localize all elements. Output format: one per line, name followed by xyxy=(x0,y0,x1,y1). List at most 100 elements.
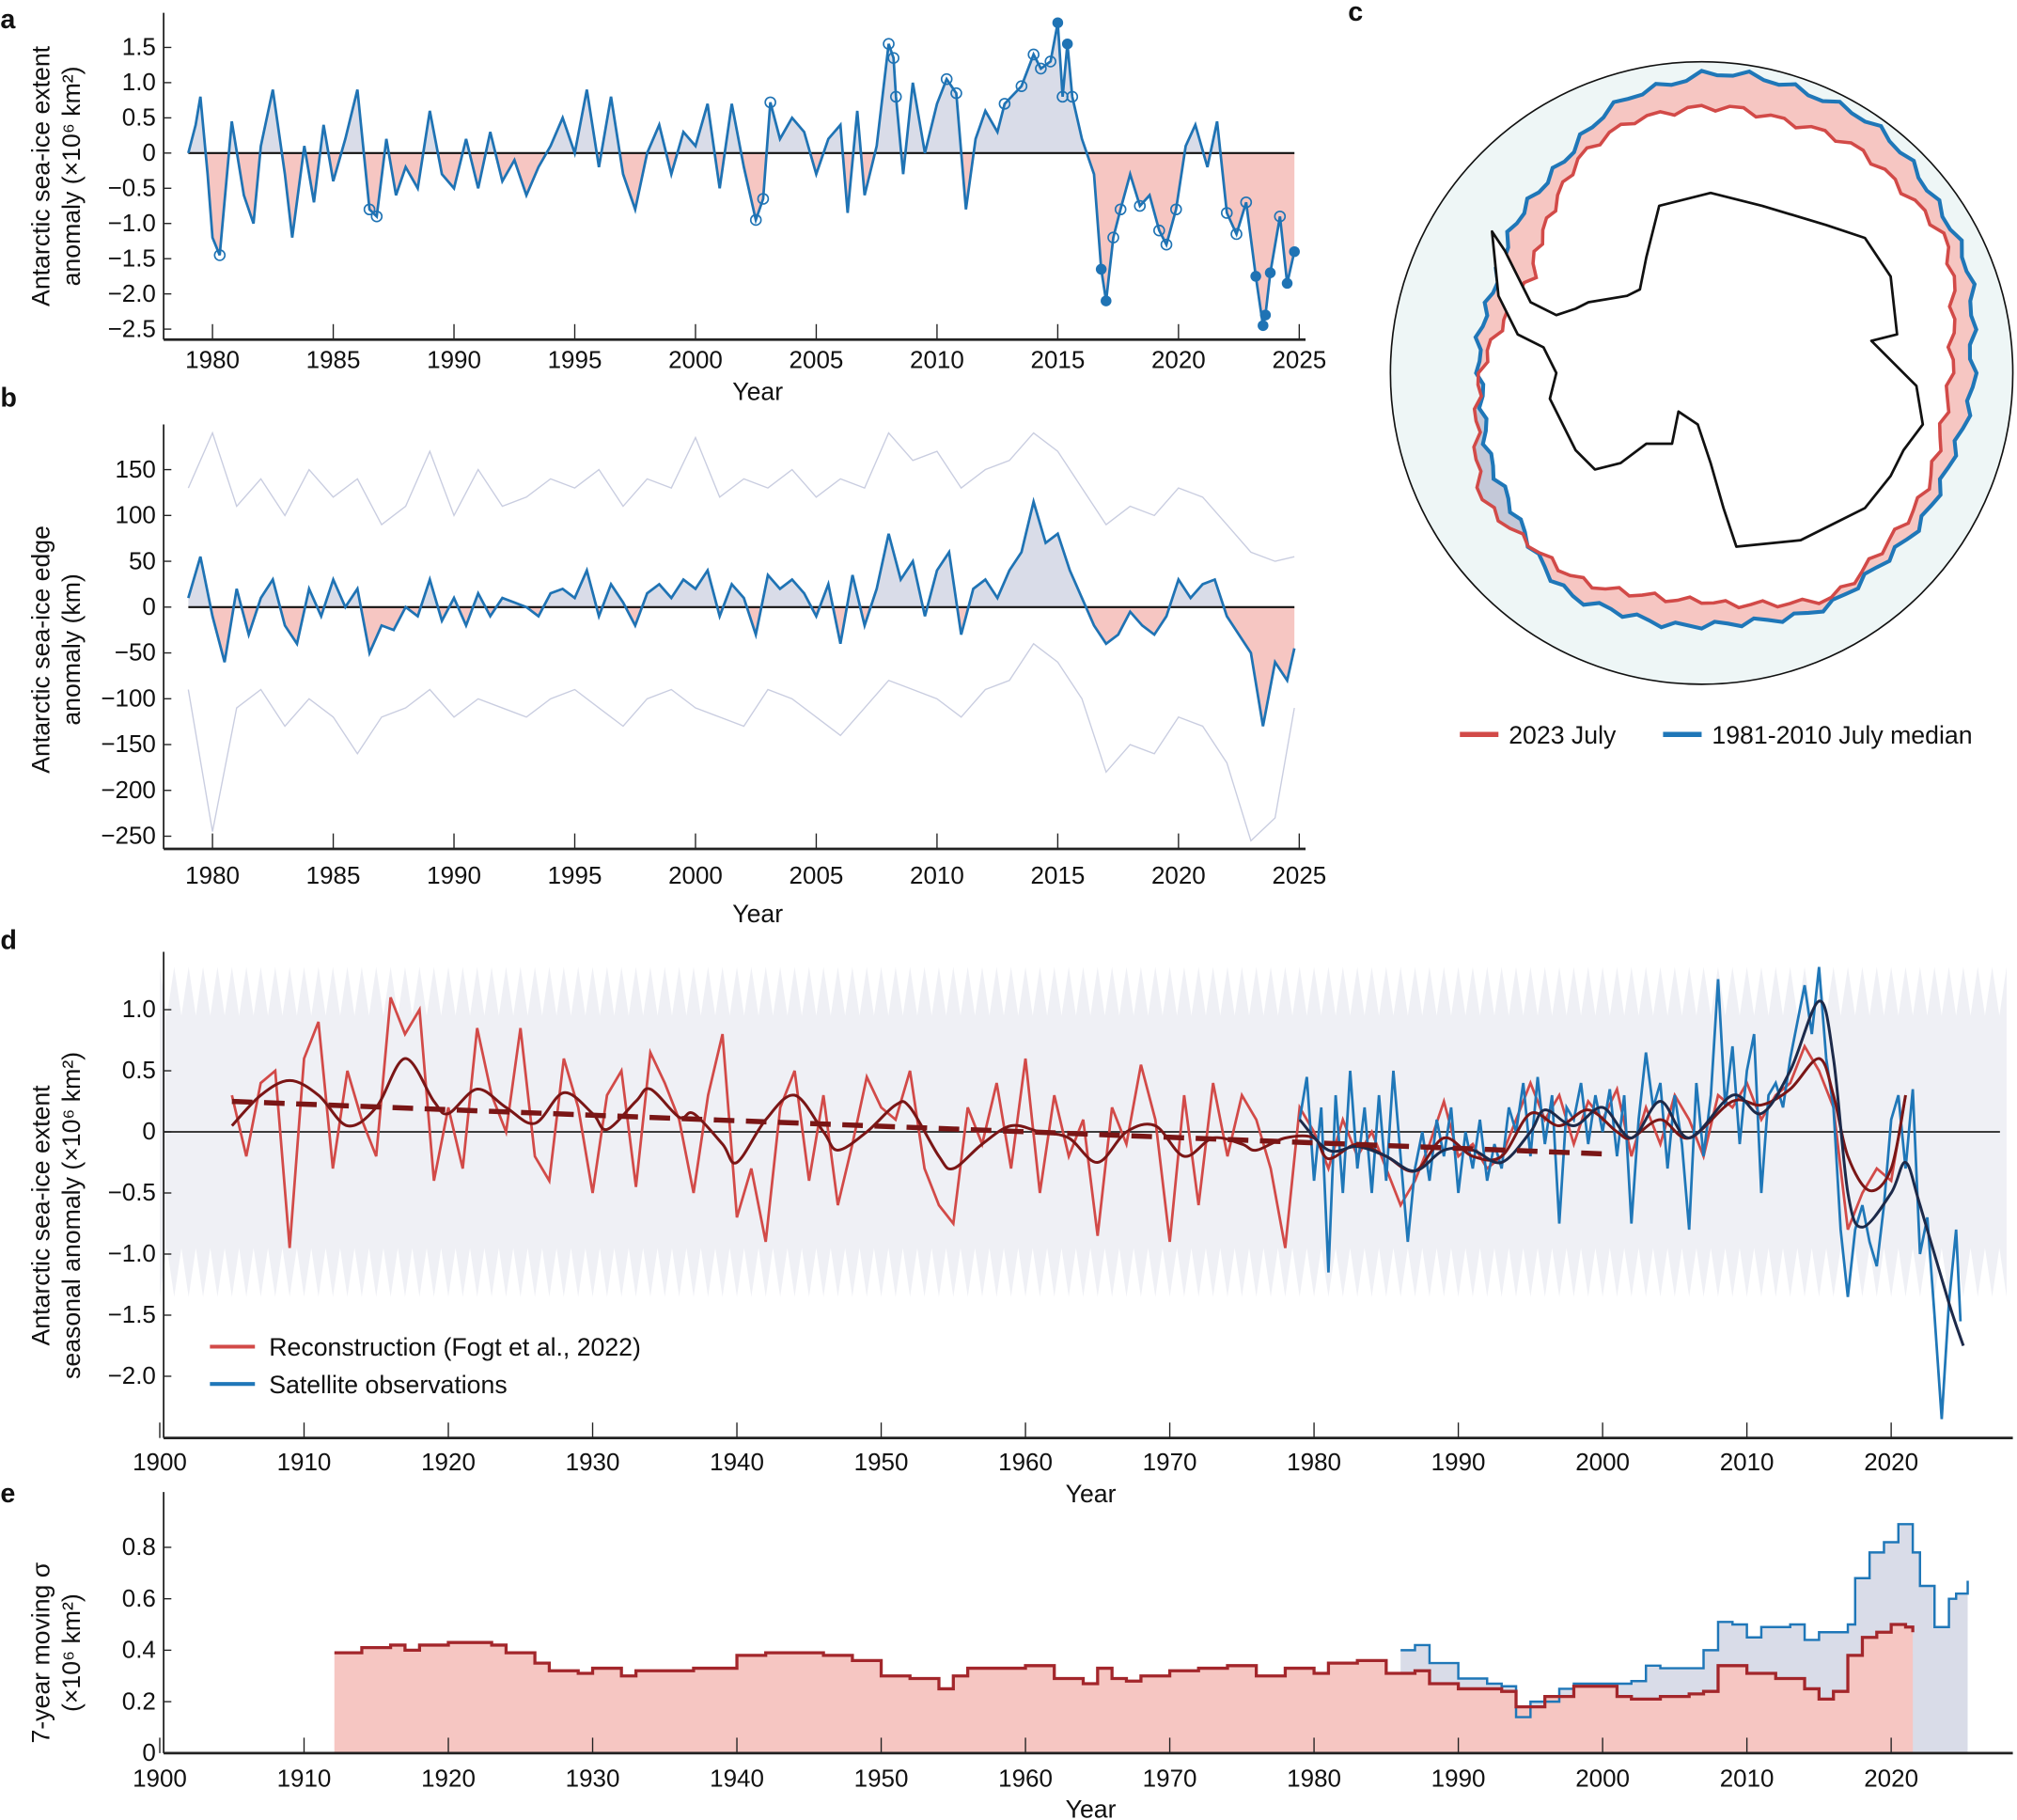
satellite-line xyxy=(1298,966,1962,1420)
x-tick-label: 1910 xyxy=(277,1764,332,1792)
x-tick-label: 1940 xyxy=(710,1448,764,1476)
record-marker-filled xyxy=(1061,38,1073,50)
record-marker-filled xyxy=(1259,309,1272,321)
record-marker-open xyxy=(1134,199,1147,212)
record-marker-open xyxy=(887,52,899,64)
record-marker-open xyxy=(1044,55,1056,68)
y-tick-label: −50 xyxy=(115,638,156,667)
negative-anomaly-fill xyxy=(205,152,1295,326)
y-axis-title: Antarctic sea-ice edge xyxy=(26,526,55,774)
y-tick-label: 0 xyxy=(142,138,155,166)
y-axis-title: (×10⁶ km²) xyxy=(57,1593,86,1712)
antarctica-coastline xyxy=(1491,191,1925,548)
panel-a-axes xyxy=(163,12,1306,341)
record-marker-open xyxy=(1114,203,1127,216)
record-marker-filled xyxy=(1095,263,1107,275)
panel-letter-d: d xyxy=(0,926,17,956)
positive-anomaly-fill xyxy=(188,501,1225,607)
x-tick-label: 1920 xyxy=(421,1448,476,1476)
y-tick-label: −250 xyxy=(101,822,156,850)
satellite-smoothed-line xyxy=(1298,999,1965,1346)
x-tick-label: 2005 xyxy=(790,861,844,889)
y-tick-label: 0 xyxy=(142,592,155,620)
record-marker-open xyxy=(940,72,953,86)
record-marker-open xyxy=(1160,238,1173,251)
x-tick-label: 2010 xyxy=(910,861,964,889)
x-tick-label: 2010 xyxy=(910,345,964,373)
y-tick-label: 0 xyxy=(142,1738,155,1766)
record-marker-filled xyxy=(1264,267,1276,278)
legend-label-median: 1981-2010 July median xyxy=(1712,721,1972,749)
x-tick-label: 1900 xyxy=(133,1764,187,1792)
edge-anomaly-line xyxy=(187,496,1296,727)
record-marker-open xyxy=(1066,90,1079,103)
x-tick-label: 2025 xyxy=(1272,345,1326,373)
satellite-sigma-fill xyxy=(1400,1524,1968,1753)
record-marker-open xyxy=(757,193,770,205)
record-marker-open xyxy=(363,203,376,216)
record-marker-filled xyxy=(1052,17,1064,28)
y-tick-label: −150 xyxy=(101,730,156,758)
legend-label-satellite: Satellite observations xyxy=(269,1371,507,1399)
x-tick-label: 1930 xyxy=(566,1448,620,1476)
record-marker-filled xyxy=(1250,271,1261,282)
panel-e-axes xyxy=(159,1492,2013,1755)
x-tick-label: 2015 xyxy=(1030,345,1085,373)
x-tick-label: 2020 xyxy=(1864,1448,1918,1476)
x-axis-title: Year xyxy=(1066,1480,1117,1508)
y-tick-label: 100 xyxy=(116,501,156,529)
x-tick-label: 2020 xyxy=(1864,1764,1918,1792)
x-tick-label: 1980 xyxy=(185,861,240,889)
legend-label-2023-july: 2023 July xyxy=(1509,721,1617,749)
record-marker-open xyxy=(1170,203,1182,216)
y-tick-label: 0.4 xyxy=(122,1636,156,1664)
record-marker-open xyxy=(889,90,902,103)
x-tick-label: 1910 xyxy=(277,1448,332,1476)
record-marker-open xyxy=(370,210,383,223)
y-tick-label: −100 xyxy=(101,683,156,712)
record-marker-open xyxy=(1015,80,1028,92)
y-tick-label: −1.0 xyxy=(108,209,156,237)
x-tick-label: 1995 xyxy=(548,861,602,889)
y-tick-label: 1.5 xyxy=(122,33,156,61)
record-marker-open xyxy=(749,213,762,227)
y-tick-label: 0.5 xyxy=(122,1056,156,1084)
x-axis-title: Year xyxy=(1066,1795,1117,1820)
x-tick-label: 2000 xyxy=(668,345,723,373)
panel-letter-c: c xyxy=(1348,0,1363,27)
y-tick-label: 50 xyxy=(129,546,156,574)
x-tick-label: 2010 xyxy=(1720,1764,1775,1792)
x-tick-label: 1970 xyxy=(1143,1764,1197,1792)
record-marker-open xyxy=(950,86,962,100)
y-tick-label: 0.6 xyxy=(122,1584,156,1612)
y-tick-label: 150 xyxy=(116,455,156,483)
record-marker-open xyxy=(1230,228,1243,241)
y-tick-label: −2.5 xyxy=(108,314,156,342)
x-tick-label: 1995 xyxy=(548,345,602,373)
satellite-sigma-line xyxy=(1400,1523,1969,1718)
record-marker-open xyxy=(1153,224,1165,237)
y-tick-label: −2.0 xyxy=(108,279,156,307)
negative-anomaly-fill xyxy=(188,606,1295,727)
x-tick-label: 1960 xyxy=(998,1448,1053,1476)
record-marker-open xyxy=(1274,210,1287,223)
y-tick-label: 1.0 xyxy=(122,68,156,96)
panel-letter-e: e xyxy=(0,1479,15,1509)
x-tick-label: 2000 xyxy=(668,861,723,889)
x-tick-label: 2010 xyxy=(1720,1448,1775,1476)
y-tick-label: −1.0 xyxy=(108,1239,156,1267)
x-tick-label: 1990 xyxy=(427,861,481,889)
record-marker-open xyxy=(764,96,776,109)
record-marker-filled xyxy=(1289,245,1300,258)
y-axis-title: anomaly (×10⁶ km²) xyxy=(57,66,86,286)
record-marker-open xyxy=(213,249,227,261)
x-tick-label: 2025 xyxy=(1272,861,1326,889)
record-marker-open xyxy=(1220,207,1233,219)
y-tick-label: −0.5 xyxy=(108,1178,156,1206)
x-tick-label: 1920 xyxy=(421,1764,476,1792)
reconstruction-sigma-line xyxy=(334,1623,1915,1709)
x-tick-label: 1930 xyxy=(566,1764,620,1792)
record-marker-filled xyxy=(1258,320,1269,332)
y-tick-label: −0.5 xyxy=(108,173,156,201)
